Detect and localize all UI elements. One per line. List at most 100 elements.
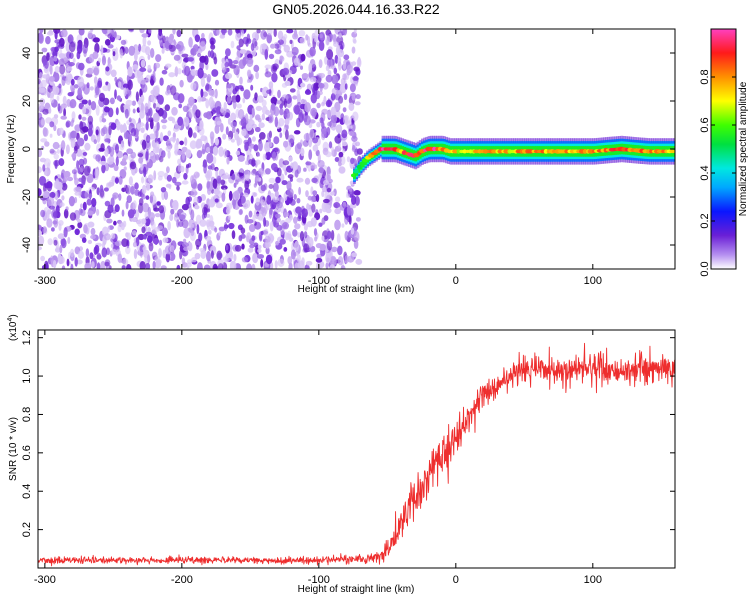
- noise-speckle: [296, 89, 300, 99]
- noise-speckle: [275, 240, 279, 246]
- noise-speckle: [174, 66, 179, 77]
- noise-speckle: [287, 256, 293, 265]
- noise-speckle: [145, 134, 151, 144]
- noise-speckle: [195, 141, 200, 149]
- noise-speckle: [83, 224, 88, 234]
- noise-speckle: [304, 89, 312, 95]
- noise-speckle: [291, 46, 299, 56]
- noise-speckle: [130, 161, 137, 170]
- noise-speckle: [301, 82, 305, 87]
- noise-speckle: [115, 107, 119, 116]
- noise-speckle: [176, 29, 182, 38]
- noise-speckle: [85, 248, 90, 258]
- noise-speckle: [70, 263, 74, 269]
- noise-speckle: [82, 126, 89, 133]
- noise-speckle: [179, 79, 184, 88]
- noise-speckle: [224, 72, 233, 80]
- noise-speckle: [79, 165, 85, 173]
- noise-speckle: [221, 111, 227, 116]
- noise-speckle: [87, 221, 95, 228]
- noise-speckle: [95, 154, 102, 162]
- noise-speckle: [49, 148, 55, 154]
- noise-speckle: [257, 244, 262, 250]
- noise-speckle: [249, 114, 253, 121]
- noise-speckle: [90, 101, 97, 111]
- ridge-core-point: [669, 149, 675, 154]
- noise-speckle: [104, 261, 110, 267]
- noise-speckle: [251, 123, 257, 129]
- noise-speckle: [208, 229, 212, 235]
- noise-speckle: [212, 263, 218, 269]
- noise-speckle: [42, 164, 46, 172]
- noise-speckle: [318, 40, 325, 52]
- noise-speckle: [355, 217, 361, 222]
- noise-speckle: [314, 29, 319, 39]
- noise-speckle: [251, 107, 255, 118]
- noise-speckle: [227, 83, 232, 89]
- noise-speckle: [58, 223, 62, 231]
- noise-speckle: [61, 238, 67, 249]
- noise-speckle: [202, 159, 207, 168]
- noise-speckle: [261, 43, 268, 50]
- noise-speckle: [325, 151, 332, 158]
- noise-speckle: [301, 208, 308, 218]
- noise-speckle: [276, 100, 282, 105]
- snr-x-tick-label: -300: [34, 574, 56, 586]
- noise-speckle: [298, 212, 302, 220]
- noise-speckle: [66, 258, 70, 267]
- noise-speckle: [54, 160, 58, 170]
- noise-speckle: [160, 265, 167, 269]
- noise-speckle: [222, 256, 230, 263]
- noise-speckle: [149, 152, 154, 157]
- noise-speckle: [316, 121, 321, 128]
- noise-speckle: [190, 68, 196, 76]
- noise-speckle: [80, 209, 86, 217]
- noise-speckle: [318, 82, 325, 89]
- noise-speckle: [83, 165, 91, 176]
- noise-speckle: [55, 178, 59, 185]
- noise-speckle: [183, 116, 190, 127]
- noise-speckle: [179, 140, 184, 146]
- noise-speckle: [144, 102, 149, 113]
- noise-speckle: [67, 34, 74, 44]
- noise-speckle: [93, 67, 99, 76]
- noise-speckle: [235, 150, 241, 156]
- noise-speckle: [257, 254, 265, 259]
- noise-speckle: [306, 220, 314, 228]
- noise-speckle: [292, 33, 299, 40]
- noise-speckle: [188, 223, 195, 229]
- noise-speckle: [283, 231, 288, 241]
- noise-speckle: [132, 200, 137, 210]
- noise-speckle: [39, 72, 43, 80]
- noise-speckle: [216, 120, 222, 126]
- noise-speckle: [70, 248, 75, 258]
- noise-speckle: [89, 53, 95, 63]
- ridge-core-point: [462, 149, 467, 154]
- noise-speckle: [256, 29, 261, 34]
- noise-speckle: [38, 188, 42, 197]
- noise-speckle: [277, 89, 281, 99]
- noise-speckle: [114, 76, 118, 82]
- noise-speckle: [73, 145, 78, 154]
- noise-speckle: [276, 224, 283, 231]
- noise-speckle: [210, 29, 216, 32]
- snr-y-tick-label: 0.2: [21, 522, 33, 537]
- noise-speckle: [276, 167, 282, 177]
- noise-speckle: [251, 157, 256, 167]
- noise-speckle: [104, 162, 110, 172]
- noise-speckle: [270, 43, 276, 49]
- noise-speckle: [261, 207, 267, 217]
- noise-speckle: [178, 214, 186, 220]
- noise-speckle: [281, 82, 288, 88]
- noise-speckle: [351, 93, 356, 101]
- noise-speckle: [334, 208, 342, 215]
- noise-speckle: [148, 212, 155, 221]
- noise-speckle: [349, 188, 353, 195]
- noise-speckle: [87, 115, 94, 125]
- noise-speckle: [272, 63, 279, 70]
- spectrum-x-tick-label: -200: [171, 275, 193, 287]
- noise-speckle: [87, 30, 93, 38]
- noise-speckle: [108, 107, 114, 118]
- noise-speckle: [338, 57, 342, 63]
- noise-speckle: [184, 65, 191, 77]
